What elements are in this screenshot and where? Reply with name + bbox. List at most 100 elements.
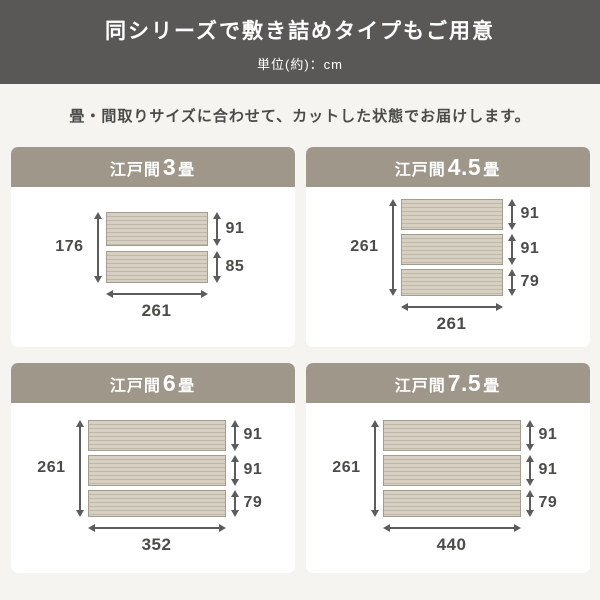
panel-title-prefix: 江戸間 bbox=[394, 378, 446, 395]
arrowhead-down bbox=[526, 478, 534, 486]
floor-plank bbox=[105, 250, 208, 283]
arrow-line bbox=[234, 421, 236, 449]
row-height-dimension-arrow bbox=[213, 250, 222, 283]
arrowhead-down bbox=[526, 443, 534, 451]
arrowhead-down bbox=[94, 275, 102, 283]
arrow-line bbox=[79, 421, 81, 515]
row-height-dimension-arrow bbox=[526, 419, 535, 451]
arrow-line bbox=[529, 421, 531, 449]
arrowhead-up bbox=[508, 233, 516, 241]
row-height-label: 79 bbox=[538, 494, 558, 511]
arrowhead-up bbox=[526, 419, 534, 427]
total-width-label: 352 bbox=[141, 534, 172, 554]
arrowhead-up bbox=[508, 268, 516, 276]
arrow-line bbox=[234, 456, 236, 484]
row-height-label: 85 bbox=[225, 257, 245, 275]
panel-title-size: 7.5 bbox=[447, 370, 482, 396]
floor-plank bbox=[400, 198, 503, 230]
arrowhead-right bbox=[513, 524, 521, 532]
arrow-line bbox=[234, 491, 236, 515]
panel-edoma-7-5-body: 261 91 91 79 440 bbox=[306, 403, 590, 573]
arrowhead-right bbox=[200, 290, 208, 298]
arrowhead-down bbox=[389, 288, 397, 296]
row-height-label: 79 bbox=[243, 494, 263, 511]
floor-plank bbox=[382, 419, 521, 451]
arrow-line bbox=[392, 200, 394, 294]
floor-plank bbox=[400, 233, 503, 265]
row-height-dimension-arrow bbox=[231, 489, 240, 517]
row-height-dimension-arrow bbox=[231, 419, 240, 451]
unit-note: 単位(約)：cm bbox=[257, 57, 343, 72]
arrow-line bbox=[529, 456, 531, 484]
row-height-dimension-arrow bbox=[508, 198, 517, 230]
arrowhead-up bbox=[371, 419, 379, 427]
panel-title-size: 6 bbox=[162, 370, 177, 396]
total-width-label: 261 bbox=[141, 300, 172, 320]
diagram-edoma-4-5: 261 91 91 79 261 bbox=[343, 198, 553, 336]
arrowhead-down bbox=[213, 275, 221, 283]
panel-edoma-4-5-header: 江戸間 4.5 畳 bbox=[305, 147, 590, 187]
size-panels-grid: 江戸間 3 畳 176 91 85 261 江戸間 4.5 畳 261 91 91 79 261 江戸… bbox=[10, 147, 590, 573]
width-dimension-arrow bbox=[400, 303, 503, 312]
arrow-line bbox=[511, 270, 513, 294]
panel-edoma-3-header: 江戸間 3 畳 bbox=[10, 147, 295, 187]
height-dimension-arrow bbox=[76, 419, 85, 517]
arrow-line bbox=[216, 213, 218, 244]
height-dimension-arrow bbox=[389, 198, 398, 296]
floor-plank bbox=[87, 489, 226, 517]
row-height-dimension-arrow bbox=[231, 454, 240, 486]
arrowhead-up bbox=[76, 419, 84, 427]
width-dimension-arrow bbox=[87, 524, 226, 533]
arrowhead-up bbox=[508, 198, 516, 206]
arrowhead-left bbox=[400, 303, 408, 311]
arrowhead-up bbox=[213, 211, 221, 219]
row-height-label: 91 bbox=[243, 426, 263, 443]
banner: 同シリーズで敷き詰めタイプもご用意 単位(約)：cm bbox=[0, 0, 600, 84]
arrowhead-down bbox=[231, 509, 239, 517]
panel-edoma-4-5-body: 261 91 91 79 261 bbox=[306, 187, 590, 347]
panel-title-prefix: 江戸間 bbox=[394, 162, 446, 179]
diagram-edoma-6: 261 91 91 79 352 bbox=[30, 419, 276, 557]
arrowhead-up bbox=[526, 454, 534, 462]
width-dimension-arrow bbox=[105, 290, 208, 299]
panel-title-size: 3 bbox=[162, 154, 177, 180]
row-height-label: 91 bbox=[538, 461, 558, 478]
arrow-line bbox=[511, 200, 513, 228]
panel-edoma-4-5: 江戸間 4.5 畳 261 91 91 79 261 bbox=[305, 147, 590, 347]
panel-edoma-6: 江戸間 6 畳 261 91 91 79 352 bbox=[10, 363, 295, 573]
arrowhead-left bbox=[382, 524, 390, 532]
arrowhead-left bbox=[87, 524, 95, 532]
arrow-line bbox=[529, 491, 531, 515]
arrow-line bbox=[89, 527, 224, 529]
arrow-line bbox=[402, 306, 501, 308]
arrow-line bbox=[216, 252, 218, 281]
row-height-label: 91 bbox=[520, 240, 540, 257]
panel-edoma-7-5-header: 江戸間 7.5 畳 bbox=[305, 363, 590, 403]
row-height-label: 91 bbox=[520, 205, 540, 222]
panel-title-prefix: 江戸間 bbox=[109, 162, 161, 179]
arrowhead-right bbox=[218, 524, 226, 532]
total-height-label: 261 bbox=[350, 238, 379, 255]
panel-edoma-6-header: 江戸間 6 畳 bbox=[10, 363, 295, 403]
floor-plank bbox=[382, 454, 521, 486]
floor-plank bbox=[382, 489, 521, 517]
width-dimension-arrow bbox=[382, 524, 521, 533]
row-height-label: 91 bbox=[243, 461, 263, 478]
arrowhead-up bbox=[389, 198, 397, 206]
tagline: 畳・間取りサイズに合わせて、カットした状態でお届けします。 bbox=[69, 108, 531, 125]
panel-title-suffix: 畳 bbox=[178, 378, 196, 395]
arrowhead-up bbox=[213, 250, 221, 258]
height-dimension-arrow bbox=[371, 419, 380, 517]
panel-edoma-3-body: 176 91 85 261 bbox=[11, 187, 295, 347]
arrowhead-down bbox=[508, 257, 516, 265]
arrowhead-down bbox=[213, 238, 221, 246]
arrowhead-down bbox=[231, 478, 239, 486]
diagram-edoma-7-5: 261 91 91 79 440 bbox=[325, 419, 571, 557]
arrowhead-right bbox=[495, 303, 503, 311]
panel-title-suffix: 畳 bbox=[483, 378, 501, 395]
floor-plank bbox=[87, 419, 226, 451]
arrowhead-up bbox=[526, 489, 534, 497]
total-height-label: 261 bbox=[332, 459, 361, 476]
panel-edoma-6-body: 261 91 91 79 352 bbox=[11, 403, 295, 573]
row-height-dimension-arrow bbox=[508, 233, 517, 265]
